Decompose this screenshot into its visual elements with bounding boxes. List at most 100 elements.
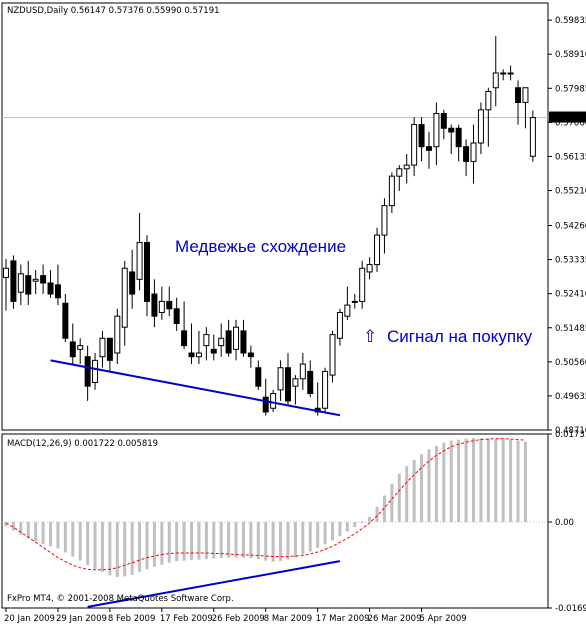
macd-histogram-bar [41,521,45,544]
candle [77,338,84,365]
macd-histogram-bar [397,473,401,522]
candle [374,227,381,272]
price-y-tick-label: 0.53335 [555,256,586,266]
macd-histogram-bar [93,521,97,569]
macd-histogram-bar [420,454,424,522]
macd-histogram-bar [160,521,164,565]
candle-body-bear [54,284,61,299]
candle-body-bull [381,205,388,236]
candle-body-bear [10,260,17,302]
candle-body-bear [515,87,522,103]
candle [477,102,484,155]
macd-histogram-bar [412,459,416,522]
candle-body-bull [203,334,210,347]
candle-body-bear [262,396,269,413]
macd-histogram-bar [219,521,223,559]
macd-histogram-bar [271,521,275,562]
macd-panel-frame [1,433,549,609]
candle-body-bear [463,146,470,162]
macd-histogram-bar [516,440,520,522]
candle [322,367,329,412]
macd-histogram-bar [11,521,15,531]
macd-histogram-bar [434,445,438,522]
candle-body-bull [218,337,225,347]
macd-histogram-bar [472,438,476,522]
candle [351,294,358,309]
macd-histogram-bar [382,495,386,522]
candle [225,319,232,357]
candle [403,154,410,184]
price-y-tick-label: 0.49635 [555,392,586,402]
candle [210,334,217,361]
macd-histogram-bar [123,521,127,577]
candle [485,87,492,147]
macd-histogram-bar [234,521,238,558]
candle-body-bull [522,87,529,103]
candle-body-bear [106,337,113,361]
candle-body-bull [411,124,418,166]
macd-histogram-bar [457,439,461,522]
candle-body-bull [233,326,240,350]
candle-body-bull [17,273,24,293]
candle-body-bull [270,393,277,409]
candle-body-bull [336,311,343,339]
candle [166,286,173,317]
macd-histogram-bar [479,438,483,522]
x-tick-label: 26 Feb 2009 [212,614,265,624]
candle-body-bull [3,267,9,278]
candle-body-bull [403,164,410,170]
candle-body-bull [374,234,381,266]
candle [106,337,113,372]
candle [84,345,91,401]
candle [344,286,351,320]
price-panel-frame [1,2,549,431]
candle-body-bear [181,330,188,347]
macd-histogram-bar [427,449,431,522]
candle-body-bear [84,356,91,387]
current-price-bg [549,111,586,123]
macd-histogram-bar [338,521,342,537]
candle [10,255,17,309]
macd-histogram-bar [19,521,23,535]
copyright: FxPro MT4, © 2001-2008 MetaQuotes Softwa… [7,594,234,604]
price-y-tick-label: 0.51485 [555,324,586,334]
macd-histogram-bar [375,506,379,522]
candle-body-bear [455,127,462,148]
price-panel-header: NZDUSD,Daily 0.56147 0.57376 0.55990 0.5… [7,6,220,16]
candle-body-bull [158,300,165,313]
candle-body-bull [195,352,202,358]
macd-histogram-bar [190,521,194,561]
candle [500,69,507,81]
candle [240,319,247,357]
price-y-tick-label: 0.59835 [555,16,586,26]
macd-histogram-bar [464,438,468,522]
candle-body-bull [366,264,373,273]
candle-body-bear [129,271,136,295]
macd-histogram-bar [509,439,513,522]
macd-y-tick-label: 0.01731 [555,430,586,440]
candle-body-bear [210,348,217,354]
candle [17,264,24,306]
candle-body-bull [470,142,477,162]
macd-histogram-bar [71,521,75,557]
candle [515,80,522,125]
macd-histogram-bar [501,439,505,522]
macd-histogram-bar [56,521,60,549]
annotation-buy-signal: Сигнал на покупку [387,327,533,346]
x-tick-label: 26 Mar 2009 [368,614,422,624]
macd-histogram-bar [293,521,297,558]
candle [292,375,299,405]
candle [307,360,314,398]
candle [463,139,470,177]
candle [195,330,202,365]
candle [284,353,291,405]
macd-histogram-bar [249,521,253,559]
candle-body-bear [418,124,425,148]
candle [69,323,76,365]
candle [359,260,366,309]
price-y-tick-label: 0.57985 [555,84,586,94]
